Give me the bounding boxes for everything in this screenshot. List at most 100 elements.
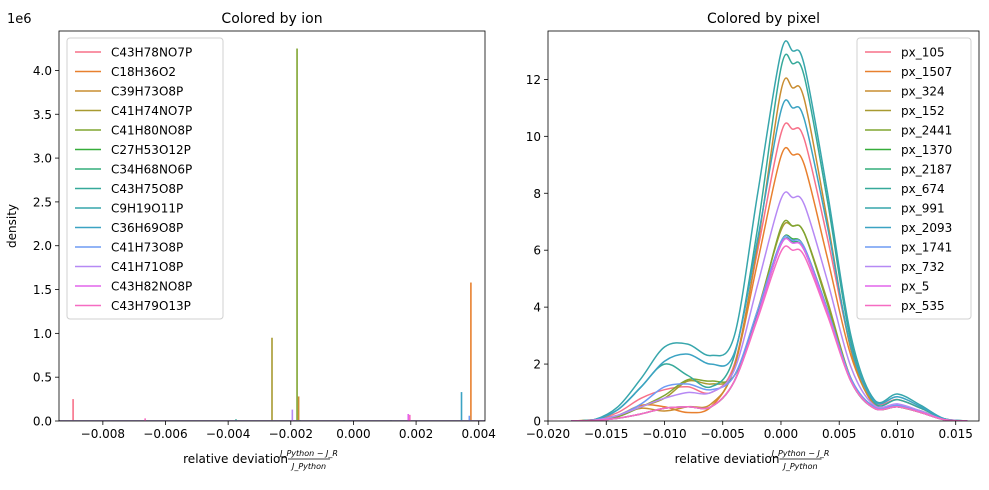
- left-legend-label: C9H19O11P: [111, 202, 183, 216]
- right-legend-label: px_1370: [901, 143, 952, 157]
- right-plot-frame: [547, 30, 980, 422]
- left-plot-area: [59, 48, 485, 421]
- right-x-tick-label: −0.010: [642, 427, 686, 441]
- left-legend-label: C41H80NO8P: [111, 124, 192, 138]
- left-legend-label: C39H73O8P: [111, 85, 183, 99]
- right-x-axis-label-text: relative deviation: [675, 452, 780, 466]
- right-y-tick-label: 6: [533, 244, 541, 258]
- right-y-tick-label: 4: [533, 301, 541, 315]
- left-bar-C41H74NO7P: [271, 337, 273, 421]
- left-y-tick-label: 2.5: [33, 195, 52, 209]
- right-legend-label: px_1741: [901, 241, 952, 255]
- right-x-tick-label: −0.005: [701, 427, 745, 441]
- right-legend-label: px_5: [901, 280, 929, 294]
- right-legend-label: px_991: [901, 202, 945, 216]
- right-x-tick-label: 0.000: [764, 427, 798, 441]
- left-x-tick-label: 0.000: [336, 427, 370, 441]
- left-x-axis-label-denominator: J_Python: [290, 462, 326, 471]
- left-legend-label: C36H69O8P: [111, 221, 183, 235]
- left-x-axis-label-numerator: J_Python − J_R: [278, 449, 338, 458]
- left-legend-label: C43H79O13P: [111, 299, 191, 313]
- left-legend-label: C41H73O8P: [111, 241, 183, 255]
- left-x-tick-label: 0.002: [399, 427, 433, 441]
- right-legend-label: px_324: [901, 85, 945, 99]
- left-y-tick-label: 1.5: [33, 283, 52, 297]
- right-legend-label: px_674: [901, 182, 945, 196]
- right-legend-label: px_2441: [901, 124, 952, 138]
- right-y-tick-label: 12: [526, 73, 541, 87]
- right-y-tick-label: 10: [526, 130, 541, 144]
- right-legend-label: px_105: [901, 46, 945, 60]
- right-line-px_732: [571, 191, 968, 421]
- right-legend-label: px_1507: [901, 65, 952, 79]
- left-y-tick-label: 1.0: [33, 327, 52, 341]
- right-x-axis-label: relative deviation J_Python − J_R J_Pyth…: [675, 449, 830, 471]
- left-x-axis-label: relative deviation J_Python − J_R J_Pyth…: [183, 449, 338, 471]
- left-bar-C36H69O8P: [460, 392, 463, 421]
- right-chart-title: Colored by pixel: [707, 11, 820, 27]
- left-legend-label: C27H53O12P: [111, 143, 191, 157]
- left-x-tick-label: −0.008: [81, 427, 125, 441]
- left-legend-label: C43H75O8P: [111, 182, 183, 196]
- right-line-px_535: [571, 245, 968, 421]
- left-bar-C43H82NO8P: [407, 413, 410, 421]
- left-x-tick-label: −0.002: [269, 427, 313, 441]
- left-legend-box: [66, 37, 224, 320]
- left-bar-C27H53O12P: [352, 420, 355, 421]
- left-bar-C39H73O8P: [297, 396, 300, 421]
- left-chart-title: Colored by ion: [221, 11, 322, 27]
- left-x-axis-label-text: relative deviation: [183, 452, 288, 466]
- right-x-axis-label-numerator: J_Python − J_R: [770, 449, 830, 458]
- right-y-tick-label: 2: [533, 358, 541, 372]
- right-x-axis-label-denominator: J_Python: [781, 462, 817, 471]
- right-line-px_991: [571, 40, 968, 421]
- left-x-tick-label: 0.004: [462, 427, 496, 441]
- right-plot-area: [571, 40, 968, 421]
- left-x-tick-label: −0.006: [143, 427, 187, 441]
- right-x-tick-label: −0.015: [584, 427, 628, 441]
- right-legend-label: px_2187: [901, 163, 952, 177]
- left-bar-C9H19O11P: [349, 420, 352, 421]
- left-x-tick-label: −0.004: [206, 427, 250, 441]
- left-bar-C41H80NO8P: [296, 48, 298, 421]
- right-line-px_2093: [571, 99, 968, 421]
- right-x-tick-label: 0.015: [939, 427, 973, 441]
- left-legend-label: C18H36O2: [111, 65, 176, 79]
- right-legend-label: px_152: [901, 104, 945, 118]
- left-y-tick-label: 3.0: [33, 152, 52, 166]
- left-y-tick-label: 4.0: [33, 64, 52, 78]
- left-y-axis-label: density: [5, 204, 19, 248]
- left-y-tick-label: 0.0: [33, 415, 52, 429]
- left-bar-C43H79O13P: [144, 418, 146, 421]
- right-y-tick-label: 0: [533, 415, 541, 429]
- left-y-offset-label: 1e6: [7, 12, 32, 27]
- right-x-tick-label: 0.005: [822, 427, 856, 441]
- left-bar-C27H53O12P: [390, 420, 392, 421]
- left-y-tick-label: 0.5: [33, 371, 52, 385]
- left-legend-label: C43H78NO7P: [111, 46, 192, 60]
- left-bar-C41H73O8P: [468, 415, 471, 421]
- right-x-tick-label: −0.020: [526, 427, 570, 441]
- left-bar-C43H78NO7P: [72, 399, 74, 421]
- left-bar-C43H75O8P: [235, 419, 237, 421]
- left-y-tick-label: 3.5: [33, 108, 52, 122]
- right-x-tick-label: 0.010: [880, 427, 914, 441]
- left-legend-label: C43H82NO8P: [111, 280, 192, 294]
- right-line-px_1741: [571, 235, 968, 421]
- right-chart-panel: Colored by pixel relative deviation J_Py…: [526, 11, 980, 471]
- left-legend-label: C41H71O8P: [111, 260, 183, 274]
- left-bar-C43H79O13P: [409, 414, 411, 421]
- right-legend-label: px_732: [901, 260, 945, 274]
- left-legend-label: C34H68NO6P: [111, 163, 192, 177]
- right-y-tick-label: 8: [533, 187, 541, 201]
- left-legend-label: C41H74NO7P: [111, 104, 192, 118]
- right-legend-box: [856, 37, 972, 320]
- left-bar-C41H71O8P: [291, 409, 294, 421]
- right-legend-label: px_535: [901, 299, 945, 313]
- left-chart-panel: Colored by ion 1e6 density relative devi…: [5, 11, 496, 471]
- left-plot-frame: [58, 30, 486, 422]
- left-y-tick-label: 2.0: [33, 239, 52, 253]
- right-legend-label: px_2093: [901, 221, 952, 235]
- left-bar-C27H53O12P: [299, 420, 301, 421]
